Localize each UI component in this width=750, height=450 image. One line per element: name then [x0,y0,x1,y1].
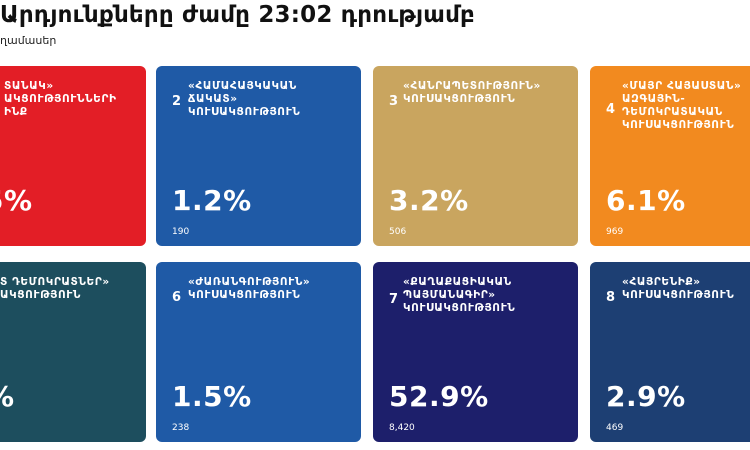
party-number: 8 [606,290,616,305]
party-percent: 2.9% [606,380,686,413]
party-percent: 52.9% [389,380,489,413]
party-name: Տ ԴԵՄՈԿՐԱՏՆԵՐ» ԱԿՑՈՒԹՅՈՒՆ [0,276,110,301]
party-votes: 238 [172,423,190,433]
party-percent: 1.2% [172,184,252,217]
party-percent: 6.1% [606,184,686,217]
party-card-5[interactable]: Տ ԴԵՄՈԿՐԱՏՆԵՐ» ԱԿՑՈՒԹՅՈՒՆ % [0,262,146,442]
party-votes: 190 [172,227,190,237]
party-percent: % [0,380,15,413]
party-card-6[interactable]: 6 «ԺԱՌԱՆԳՈՒԹՅՈՒՆ» ԿՈՒՍԱԿՑՈՒԹՅՈՒՆ 1.5% 23… [156,262,361,442]
party-card-8[interactable]: 8 «ՀԱՅՐԵՆԻՔ» ԿՈՒՍԱԿՑՈՒԹՅՈՒՆ 2.9% 469 [590,262,750,442]
party-percent: 3.2% [389,184,469,217]
party-card-4[interactable]: 4 «ՄԱՅՐ ՀԱՅԱՍՏԱՆ» ԱԶԳԱՅԻՆ- ԴԵՄՈԿՐԱՏԱԿԱՆ … [590,66,750,246]
party-card-7[interactable]: 7 «ՔԱՂԱՔԱՑԻԱԿԱՆ ՊԱՅՄԱՆԱԳԻՐ» ԿՈՒՍԱԿՑՈՒԹՅՈ… [373,262,578,442]
party-name: «ՄԱՅՐ ՀԱՅԱՍՏԱՆ» ԱԶԳԱՅԻՆ- ԴԵՄՈԿՐԱՏԱԿԱՆ ԿՈ… [622,80,742,131]
party-number: 6 [172,290,182,305]
party-name: «ՀԱՄԱՀԱՅԿԱԿԱՆ ՃԱԿԱՏ» ԿՈՒՍԱԿՑՈՒԹՅՈՒՆ [188,80,301,118]
party-name: ՏԱՆԱԿ» ԱԿՑՈՒԹՅՈՒՆՆԵՐԻ ԻՆՔ [4,80,117,118]
party-number: 3 [389,94,399,109]
party-card-2[interactable]: 2 «ՀԱՄԱՀԱՅԿԱԿԱՆ ՃԱԿԱՏ» ԿՈՒՍԱԿՑՈՒԹՅՈՒՆ 1.… [156,66,361,246]
party-votes: 469 [606,423,624,433]
party-name: «ՀԱՅՐԵՆԻՔ» ԿՈՒՍԱԿՑՈՒԹՅՈՒՆ [622,276,735,301]
party-number: 7 [389,292,399,307]
party-number: 2 [172,94,182,109]
party-card-3[interactable]: 3 «ՀԱՆՐԱՊԵՏՈՒԹՅՈՒՆ» ԿՈՒՍԱԿՑՈՒԹՅՈՒՆ 3.2% … [373,66,578,246]
party-name: «ՀԱՆՐԱՊԵՏՈՒԹՅՈՒՆ» ԿՈՒՍԱԿՑՈՒԹՅՈՒՆ [403,80,541,105]
page-subtitle: ղամասեր [0,34,57,47]
party-name: «ՔԱՂԱՔԱՑԻԱԿԱՆ ՊԱՅՄԱՆԱԳԻՐ» ԿՈՒՍԱԿՑՈՒԹՅՈՒՆ [403,276,516,314]
party-number: 4 [606,102,616,117]
party-percent: 5% [0,184,33,217]
party-votes: 8,420 [389,423,415,433]
party-percent: 1.5% [172,380,252,413]
party-card-1[interactable]: ՏԱՆԱԿ» ԱԿՑՈՒԹՅՈՒՆՆԵՐԻ ԻՆՔ 5% [0,66,146,246]
party-votes: 506 [389,227,407,237]
party-name: «ԺԱՌԱՆԳՈՒԹՅՈՒՆ» ԿՈՒՍԱԿՑՈՒԹՅՈՒՆ [188,276,311,301]
party-votes: 969 [606,227,624,237]
page-title: Արդյունքները ժամը 23:02 դրությամբ [0,2,476,28]
